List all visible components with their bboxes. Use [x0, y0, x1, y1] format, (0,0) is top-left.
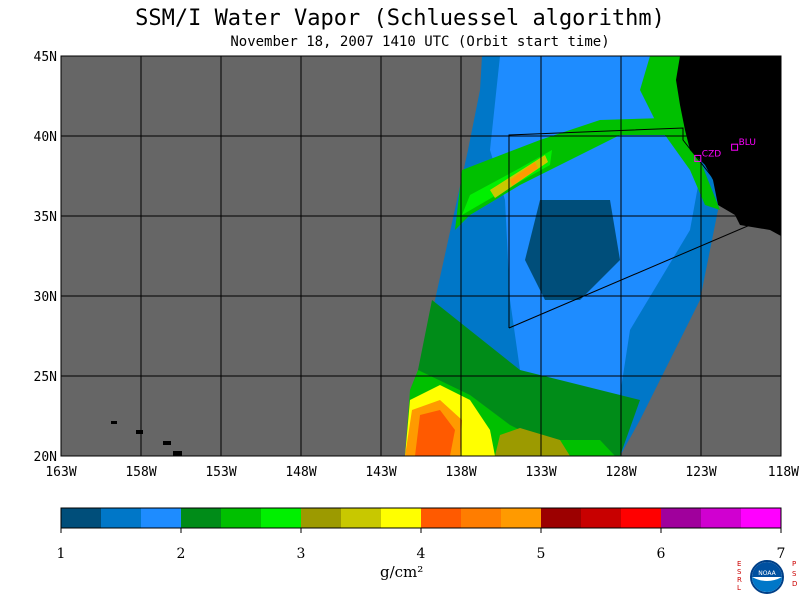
lat-label: 20N: [34, 450, 57, 465]
lon-label: 163W: [45, 465, 76, 480]
lon-label: 123W: [685, 465, 716, 480]
domain-outline: [508, 127, 751, 329]
colorbar-tick-label: 3: [297, 546, 306, 562]
colorbar-swatch: [301, 508, 341, 528]
colorbar-tick-label: 4: [417, 546, 426, 562]
lat-label: 35N: [34, 210, 57, 225]
satellite-swath: [405, 56, 720, 456]
colorbar-tick-label: 5: [537, 546, 546, 562]
colorbar-swatch: [341, 508, 381, 528]
lon-label: 138W: [445, 465, 476, 480]
station-marker: [731, 143, 739, 151]
lon-label: 158W: [125, 465, 156, 480]
colorbar-swatch: [101, 508, 141, 528]
colorbar-swatch: [701, 508, 741, 528]
svg-text:S: S: [792, 570, 797, 578]
lat-lon-grid: [61, 56, 781, 456]
land-mask: [676, 56, 781, 236]
lat-label: 30N: [34, 290, 57, 305]
colorbar-swatch: [421, 508, 461, 528]
colorbar-swatch: [61, 508, 101, 528]
swath-orange-band: [510, 162, 538, 186]
svg-text:S: S: [737, 568, 742, 576]
svg-text:E: E: [737, 560, 741, 568]
station-label: BLU: [739, 138, 756, 148]
lat-label: 40N: [34, 130, 57, 145]
swath-red-orange-south: [415, 410, 455, 456]
colorbar-swatch: [661, 508, 701, 528]
swath-green-band: [455, 118, 720, 230]
colorbar-swatch: [581, 508, 621, 528]
station-marker: [694, 154, 702, 162]
colorbar-swatch: [741, 508, 781, 528]
colorbar-swatch: [501, 508, 541, 528]
svg-text:L: L: [737, 584, 741, 592]
latitude-labels: 45N 40N 35N 30N 25N 20N: [34, 50, 57, 465]
plot-frame: [60, 55, 782, 457]
lon-label: 143W: [365, 465, 396, 480]
colorbar-tick-label: 1: [57, 546, 66, 562]
svg-text:P: P: [792, 560, 796, 568]
colorbar-swatch: [261, 508, 301, 528]
stations: CZD BLU: [694, 138, 756, 162]
lat-label: 45N: [34, 50, 57, 65]
longitude-labels: 163W 158W 153W 148W 143W 138W 133W 128W 123W 118W: [45, 465, 799, 480]
lon-label: 153W: [205, 465, 236, 480]
lat-label: 25N: [34, 370, 57, 385]
swath-green-south: [418, 300, 640, 456]
swath-olive-south: [495, 428, 570, 456]
svg-text:R: R: [737, 576, 742, 584]
lon-label: 148W: [285, 465, 316, 480]
colorbar: 1 2 3 4 5 6 7: [57, 507, 786, 562]
colorbar-tick-label: 2: [177, 546, 186, 562]
hawaii-islands: [111, 421, 182, 456]
colorbar-swatch: [181, 508, 221, 528]
colorbar-tick-label: 7: [777, 546, 786, 562]
colorbar-swatch: [381, 508, 421, 528]
swath-dark-blue: [525, 200, 620, 300]
svg-text:D: D: [792, 580, 797, 588]
lon-label: 118W: [768, 465, 799, 480]
station-label: CZD: [702, 149, 721, 159]
colorbar-swatch: [221, 508, 261, 528]
map-subtitle: November 18, 2007 1410 UTC (Orbit start …: [230, 34, 610, 50]
colorbar-swatch: [621, 508, 661, 528]
colorbar-swatch: [141, 508, 181, 528]
colorbar-swatch: [541, 508, 581, 528]
svg-text:NOAA: NOAA: [758, 570, 776, 577]
colorbar-units: g/cm²: [380, 563, 424, 581]
map-title: SSM/I Water Vapor (Schluessel algorithm): [135, 6, 665, 31]
colorbar-tick-label: 6: [657, 546, 666, 562]
colorbar-swatch: [461, 508, 501, 528]
lon-label: 133W: [525, 465, 556, 480]
lon-label: 128W: [605, 465, 636, 480]
